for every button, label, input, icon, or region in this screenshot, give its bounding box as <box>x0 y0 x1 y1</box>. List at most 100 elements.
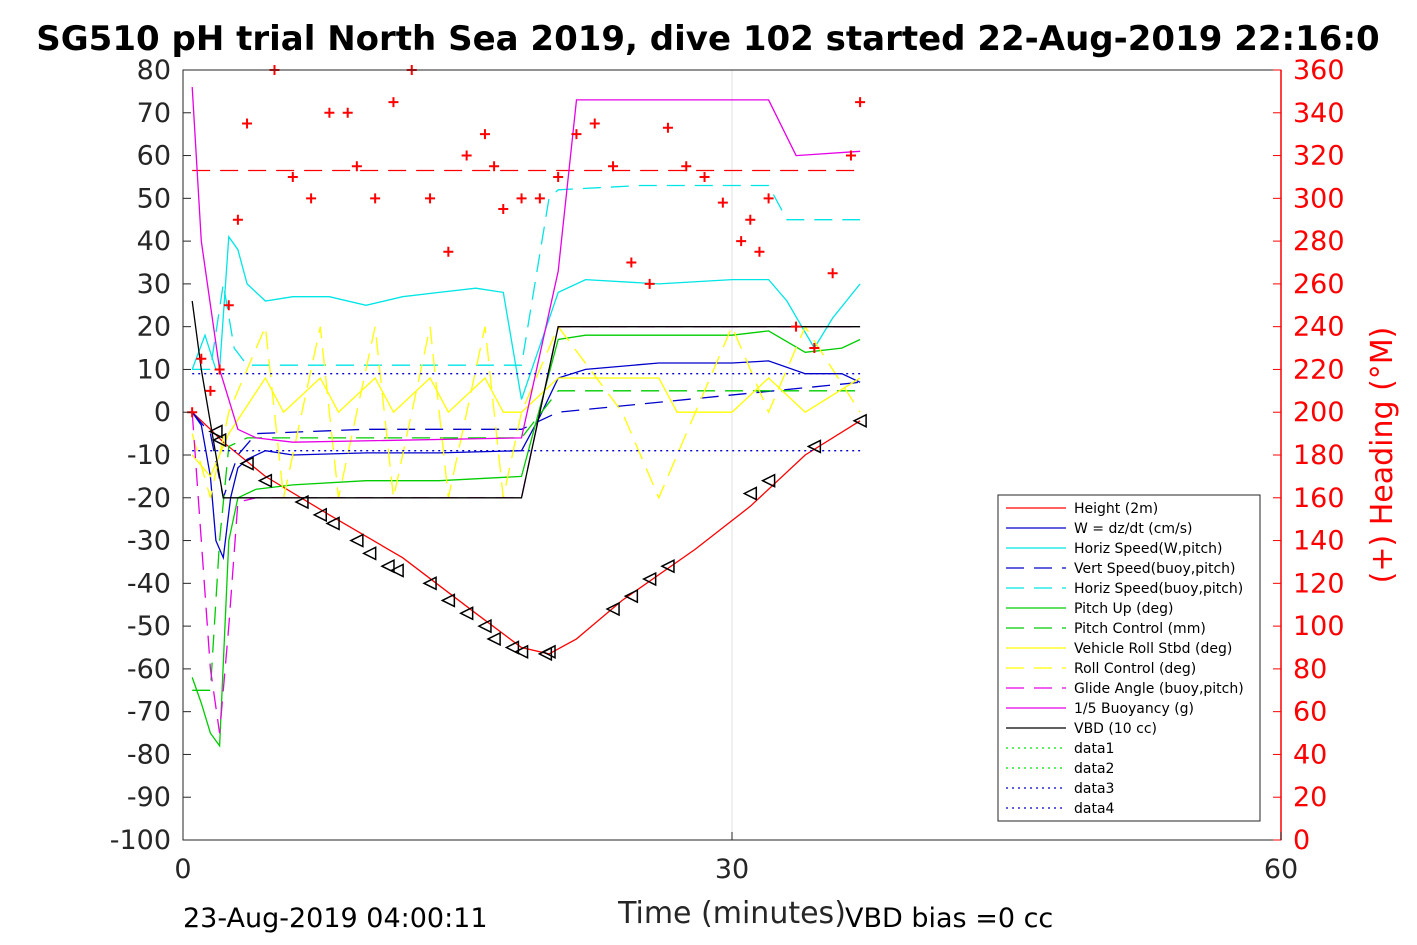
series-line <box>191 300 861 499</box>
heading-marker <box>589 118 600 129</box>
y2-tick-label: 240 <box>1293 312 1345 343</box>
heading-marker <box>827 268 838 279</box>
legend-entry: Roll Control (deg) <box>1074 661 1196 677</box>
legend-entry: data3 <box>1074 781 1114 797</box>
heading-marker <box>571 129 582 140</box>
y2-tick-label: 40 <box>1293 739 1327 770</box>
legend-entry: VBD (10 cc) <box>1074 721 1157 737</box>
depth-triangle-marker <box>641 571 657 587</box>
y-tick-label: -50 <box>127 611 171 642</box>
y-axis-right: 3603403203002802602402202001801601401201… <box>1273 55 1345 856</box>
series-line <box>192 184 861 371</box>
legend-entry: data4 <box>1074 801 1115 817</box>
heading-marker <box>214 364 225 375</box>
heading-marker <box>763 193 774 204</box>
heading-marker <box>608 161 619 172</box>
heading-marker <box>681 161 692 172</box>
y-tick-label: -70 <box>127 697 171 728</box>
heading-marker <box>205 385 216 396</box>
heading-marker <box>699 171 710 182</box>
legend-entry: data2 <box>1074 761 1114 777</box>
legend-entry: Horiz Speed(W,pitch) <box>1074 541 1222 557</box>
legend-entry: Pitch Control (mm) <box>1074 621 1206 637</box>
depth-triangle-marker <box>852 413 867 428</box>
legend-entry: Vehicle Roll Stbd (deg) <box>1074 641 1232 657</box>
depth-triangle-marker <box>440 593 456 608</box>
heading-marker <box>232 214 243 225</box>
depth-triangle-marker <box>422 576 437 591</box>
y2-tick-label: 360 <box>1293 55 1345 86</box>
heading-marker <box>196 353 207 364</box>
y-tick-label: 0 <box>154 397 171 428</box>
y-tick-label: -40 <box>127 568 171 599</box>
y2-tick-label: 80 <box>1293 654 1327 685</box>
y-tick-label: -100 <box>110 825 171 856</box>
y-tick-label: 20 <box>137 312 171 343</box>
depth-triangle-marker <box>312 507 327 523</box>
y-tick-label: -30 <box>127 526 171 557</box>
y-tick-label: 70 <box>137 98 171 129</box>
y2-tick-label: 120 <box>1293 568 1345 599</box>
footer-vbd-bias: VBD bias =0 cc <box>845 903 1053 934</box>
heading-marker <box>745 214 756 225</box>
depth-triangle-marker <box>361 546 377 561</box>
heading-marker <box>489 161 500 172</box>
depth-triangle-marker <box>605 601 620 617</box>
y-tick-label: -90 <box>127 782 171 813</box>
heading-marker <box>855 97 866 108</box>
heading-marker <box>242 118 253 129</box>
depth-triangle-marker <box>806 439 822 454</box>
heading-marker <box>370 193 381 204</box>
depth-triangle-marker <box>486 631 501 647</box>
depth-triangle-marker <box>325 516 340 531</box>
y2-tick-label: 280 <box>1293 226 1345 257</box>
y2-tick-label: 140 <box>1293 526 1345 557</box>
y2-tick-label: 100 <box>1293 611 1345 642</box>
x-tick-label: 60 <box>1264 854 1298 885</box>
depth-triangle-marker <box>239 456 254 471</box>
depth-triangle-marker <box>211 432 227 448</box>
y2-tick-label: 260 <box>1293 269 1345 300</box>
depth-triangle-marker <box>477 618 492 634</box>
depth-triangle-marker <box>257 473 273 488</box>
x-tick-label: 30 <box>715 854 749 885</box>
legend-entry: data1 <box>1074 741 1114 757</box>
series-line <box>191 411 861 655</box>
heading-marker <box>754 246 765 257</box>
y-tick-label: 50 <box>137 183 171 214</box>
depth-triangle-marker <box>623 588 639 604</box>
heading-marker <box>479 129 490 140</box>
depth-triangle-marker <box>504 640 520 655</box>
y2-tick-label: 320 <box>1293 141 1345 172</box>
heading-marker <box>461 150 472 161</box>
plot-content <box>187 65 867 748</box>
heading-marker <box>324 107 335 118</box>
legend-entry: Horiz Speed(buoy,pitch) <box>1074 581 1243 597</box>
y-tick-label: 80 <box>137 55 171 86</box>
legend-entry: Glide Angle (buoy,pitch) <box>1074 681 1244 697</box>
y-axis-left: 80 70 60 50 40 30 20 10 0 -10 -20 -30 -40 -50 -60 -70 -8… <box>110 55 191 856</box>
heading-marker <box>516 193 527 204</box>
y2-tick-label: 20 <box>1293 782 1327 813</box>
series-line <box>192 390 861 691</box>
heading-marker <box>425 193 436 204</box>
footer-timestamp: 23-Aug-2019 04:00:11 <box>183 903 488 934</box>
series-line <box>191 330 861 748</box>
heading-marker <box>644 278 655 289</box>
y-tick-label: -10 <box>127 440 171 471</box>
series-line <box>191 234 861 400</box>
y2-tick-label: 300 <box>1293 183 1345 214</box>
depth-triangle-marker <box>458 606 474 621</box>
legend: Height (2m) W = dz/dt (cm/s) Horiz Speed(W… <box>997 494 1261 822</box>
heading-marker <box>351 161 362 172</box>
y-tick-label: -80 <box>127 739 171 770</box>
heading-marker <box>736 236 747 247</box>
y2-tick-label: 160 <box>1293 483 1345 514</box>
y2-tick-label: 60 <box>1293 697 1327 728</box>
legend-entry: Pitch Up (deg) <box>1074 601 1173 617</box>
series-line <box>191 381 861 501</box>
heading-marker <box>287 171 298 182</box>
depth-triangle-marker <box>760 473 776 488</box>
heading-marker <box>553 171 564 182</box>
